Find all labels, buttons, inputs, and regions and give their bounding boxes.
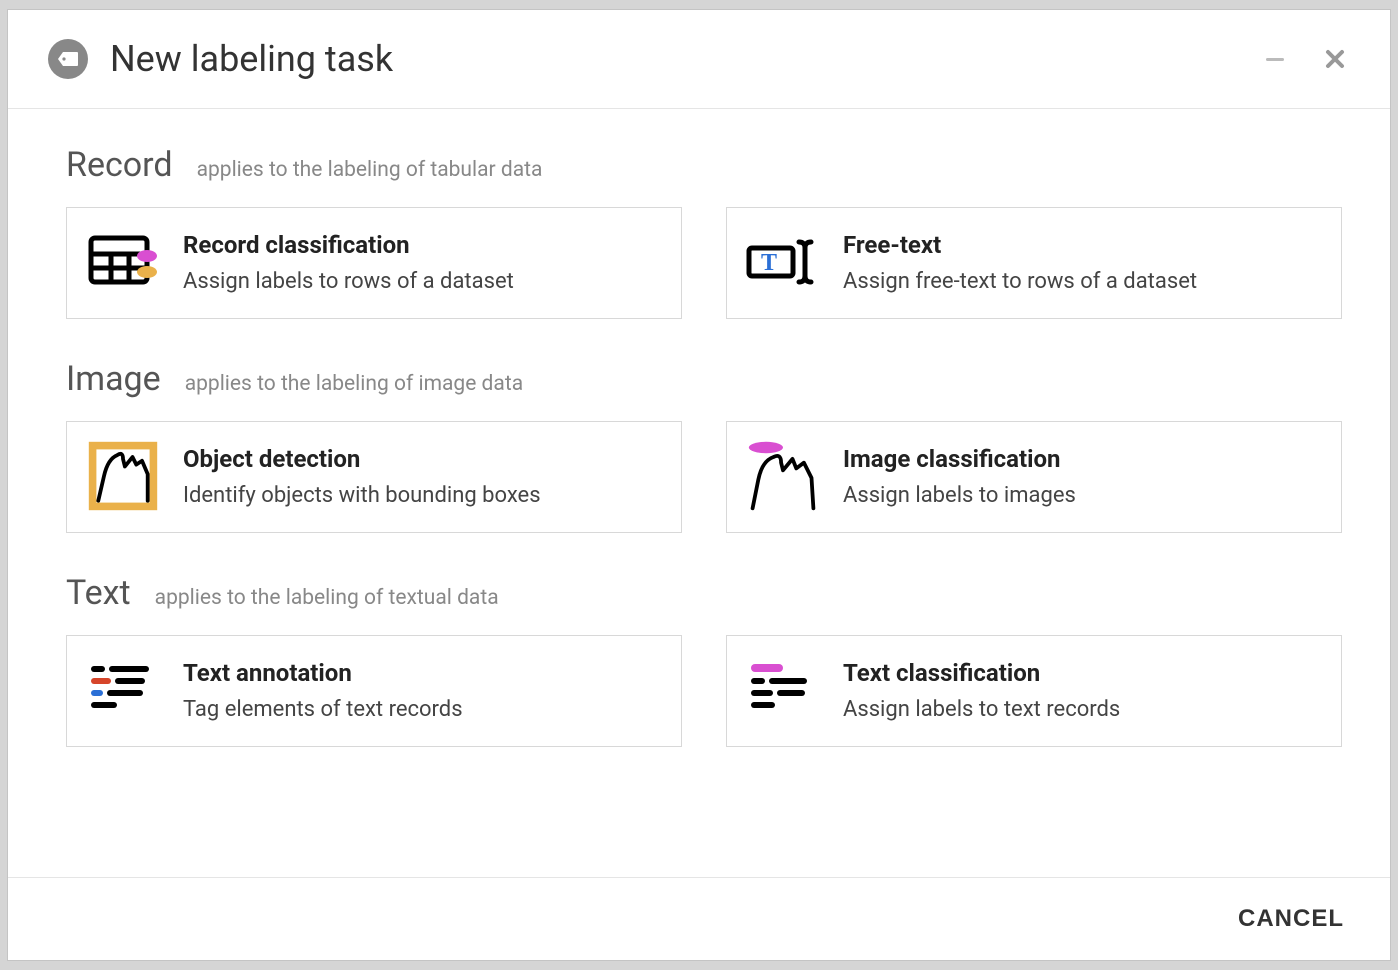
header-actions [1260,44,1350,74]
section-subtitle: applies to the labeling of tabular data [197,158,543,182]
card-text: Record classification Assign labels to r… [183,231,663,294]
modal-title: New labeling task [110,38,1260,80]
section-title: Text [66,573,131,613]
minimize-button[interactable] [1260,44,1290,74]
section-text: Text applies to the labeling of textual … [66,573,1342,747]
card-row: Text annotation Tag elements of text rec… [66,635,1342,747]
modal-header: New labeling task [8,10,1390,109]
tag-icon [48,39,88,79]
section-subtitle: applies to the labeling of textual data [155,586,499,610]
card-row: Object detection Identify objects with b… [66,421,1342,533]
card-text: Image classification Assign labels to im… [843,445,1323,508]
card-title: Text annotation [183,659,663,687]
svg-text:T: T [761,250,777,276]
card-desc: Assign labels to rows of a dataset [183,269,663,294]
modal-footer: CANCEL [8,877,1390,960]
modal-backdrop: New labeling task Record applies to the … [0,0,1398,970]
card-text-classification[interactable]: Text classification Assign labels to tex… [726,635,1342,747]
card-record-classification[interactable]: Record classification Assign labels to r… [66,207,682,319]
new-labeling-task-modal: New labeling task Record applies to the … [8,10,1390,960]
card-image-classification[interactable]: Image classification Assign labels to im… [726,421,1342,533]
section-title: Image [66,359,161,399]
bounding-box-icon [85,438,161,514]
card-title: Text classification [843,659,1323,687]
cancel-button[interactable]: CANCEL [1232,904,1350,934]
table-labels-icon [85,224,161,300]
card-text: Object detection Identify objects with b… [183,445,663,508]
cat-label-icon [745,438,821,514]
card-text: Free-text Assign free-text to rows of a … [843,231,1323,294]
card-desc: Tag elements of text records [183,697,663,722]
section-title: Record [66,145,173,185]
card-desc: Assign labels to images [843,483,1323,508]
text-lines-label-icon [745,652,821,728]
text-lines-tagged-icon [85,652,161,728]
card-desc: Assign labels to text records [843,697,1323,722]
section-image: Image applies to the labeling of image d… [66,359,1342,533]
section-subtitle: applies to the labeling of image data [185,372,523,396]
card-title: Record classification [183,231,663,259]
card-text-annotation[interactable]: Text annotation Tag elements of text rec… [66,635,682,747]
section-header: Record applies to the labeling of tabula… [66,145,1342,185]
card-desc: Identify objects with bounding boxes [183,483,663,508]
close-button[interactable] [1320,44,1350,74]
text-field-icon: T [745,224,821,300]
card-desc: Assign free-text to rows of a dataset [843,269,1323,294]
card-text: Text classification Assign labels to tex… [843,659,1323,722]
modal-body: Record applies to the labeling of tabula… [8,109,1390,877]
section-header: Text applies to the labeling of textual … [66,573,1342,613]
card-text: Text annotation Tag elements of text rec… [183,659,663,722]
card-free-text[interactable]: T Free-text Assign free-text to rows of … [726,207,1342,319]
card-title: Object detection [183,445,663,473]
section-record: Record applies to the labeling of tabula… [66,145,1342,319]
card-title: Free-text [843,231,1323,259]
section-header: Image applies to the labeling of image d… [66,359,1342,399]
card-title: Image classification [843,445,1323,473]
card-object-detection[interactable]: Object detection Identify objects with b… [66,421,682,533]
card-row: Record classification Assign labels to r… [66,207,1342,319]
